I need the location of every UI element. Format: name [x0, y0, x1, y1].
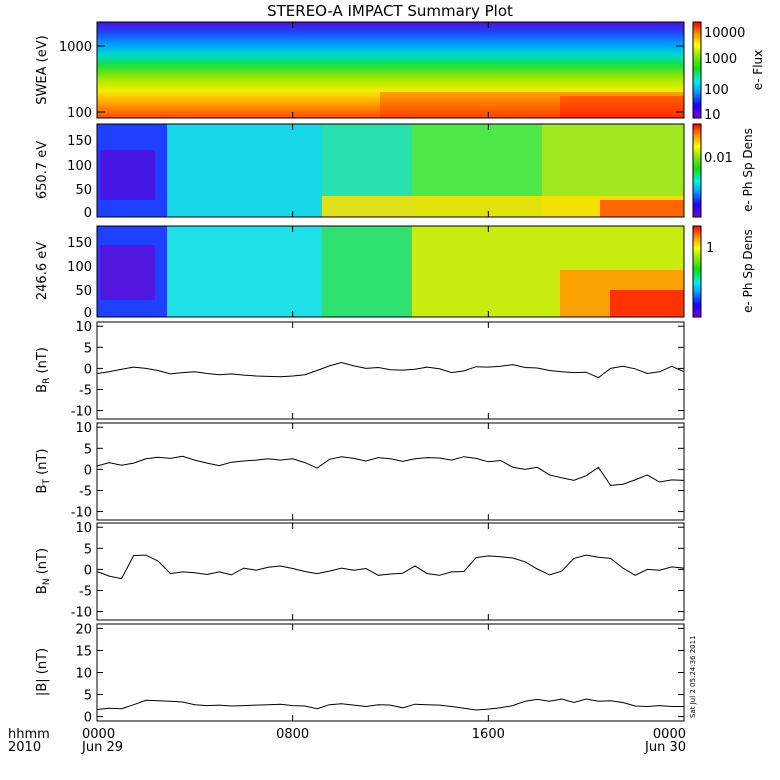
- pad246-green-interval: [322, 226, 412, 317]
- pad650-ytick-50: 50: [75, 183, 92, 198]
- swea-ytick-1000: 1000: [59, 40, 92, 55]
- x-axis-row-label-year: 2010: [8, 740, 41, 755]
- x-tick-time-label: 0000: [653, 727, 686, 742]
- x-tick-date-label: Jun 30: [644, 740, 686, 755]
- br-y-axis: -10 -5 0 5 10: [71, 320, 684, 420]
- bt-y-axis: -10 -5 0 5 10: [71, 421, 684, 521]
- x-tick-date-label: Jun 29: [81, 740, 123, 755]
- bt-panel: BT (nT) -10 -5 0 5 10: [35, 421, 685, 521]
- pad246-colorbar-tick-1: 1: [706, 241, 714, 256]
- bmag-series-line: [96, 698, 684, 711]
- swea-colorbar-tick-10000: 10000: [704, 26, 745, 41]
- pad650-ylabel: 650.7 eV: [35, 141, 50, 199]
- bn-ytick-label: -10: [71, 606, 92, 621]
- bn-y-axis: -10 -5 0 5 10: [71, 521, 684, 621]
- plot-title: STEREO-A IMPACT Summary Plot: [267, 2, 513, 20]
- bn-frame: [96, 522, 685, 621]
- bn-ylabel: BN (nT): [35, 548, 52, 594]
- pad650-heatmap: [97, 124, 684, 217]
- pad246-ytick-100: 100: [67, 260, 92, 275]
- pad650-colorbar-label: e- Ph Sp Dens: [741, 128, 755, 212]
- x-tick-time-label: 0800: [276, 727, 309, 742]
- bt-ytick-label: -5: [79, 484, 92, 499]
- pad246-colorbar: [692, 225, 702, 318]
- bt-ylabel-sub: T: [42, 479, 52, 486]
- x-axis-row-label-hhmm: hhmm: [8, 727, 50, 742]
- bmag-ytick-label: 5: [84, 689, 92, 704]
- pad650-panel: 650.7 eV 0 50 100 150 0.01 e- Ph Sp Dens: [35, 123, 755, 221]
- pad650-ytick-150: 150: [67, 134, 92, 149]
- bt-series-line: [96, 455, 685, 486]
- br-ytick-label: 5: [84, 341, 92, 356]
- bn-ytick-label: 5: [84, 542, 92, 557]
- pad246-colorbar-label: e- Ph Sp Dens: [741, 229, 755, 313]
- bmag-ytick-label: 10: [75, 667, 92, 682]
- pad650-late-hot-band: [600, 200, 684, 217]
- pad650-ytick-100: 100: [67, 159, 92, 174]
- bmag-ytick-label: 0: [84, 711, 92, 726]
- swea-frame: [96, 21, 685, 119]
- pad650-colorbar: [692, 123, 702, 218]
- pad650-colorbar-tick-0.01: 0.01: [704, 151, 733, 166]
- pad246-ytick-0: 0: [84, 306, 92, 321]
- br-ylabel-sub: R: [42, 378, 52, 384]
- br-series-line: [96, 361, 685, 379]
- swea-colorbar-tick-100: 100: [704, 83, 729, 98]
- bt-frame: [96, 422, 685, 521]
- bn-ytick-label: 0: [84, 563, 92, 578]
- br-ytick-label: 0: [84, 362, 92, 377]
- bt-ytick-label: 5: [84, 442, 92, 457]
- bt-ytick-label: 0: [84, 463, 92, 478]
- swea-panel: SWEA (eV) 100 1000 10 100 1000 10000 e- …: [35, 21, 765, 123]
- bmag-panel: |B| (nT) 0 5 10 15 20 Sat Jul 2 05:24:36 201…: [35, 622, 697, 725]
- bt-ylabel: BT (nT): [35, 449, 52, 494]
- pad650-cyan-interval: [167, 124, 322, 217]
- swea-heatmap: [97, 22, 684, 118]
- swea-ytick-100: 100: [67, 106, 92, 121]
- pad650-early-purple: [100, 150, 155, 200]
- bmag-frame: [96, 623, 685, 722]
- pad246-panel: 246.6 eV 0 50 100 150 1 e- Ph Sp Dens: [35, 225, 755, 321]
- br-ytick-label: -10: [71, 405, 92, 420]
- pad246-ytick-50: 50: [75, 284, 92, 299]
- bmag-ytick-label: 15: [75, 644, 92, 659]
- pad246-early-purple: [100, 245, 155, 300]
- br-ylabel: BR (nT): [35, 347, 52, 393]
- pad246-frame: [96, 225, 685, 318]
- swea-low-energy-enhancement: [380, 92, 684, 118]
- bt-ytick-label: -10: [71, 506, 92, 521]
- plot-timestamp: Sat Jul 2 05:24:36 2011: [689, 635, 697, 718]
- pad246-cyan-interval: [167, 226, 322, 317]
- br-ytick-label: 10: [75, 320, 92, 335]
- swea-colorbar-tick-1000: 1000: [704, 52, 737, 67]
- br-ytick-label: -5: [79, 383, 92, 398]
- swea-high-energy-enhancement: [560, 96, 684, 118]
- pad246-ytick-150: 150: [67, 236, 92, 251]
- pad246-late-red: [610, 290, 684, 317]
- pad650-ytick-0: 0: [84, 206, 92, 221]
- bn-ytick-label: 10: [75, 521, 92, 536]
- swea-ylabel: SWEA (eV): [35, 35, 50, 104]
- swea-colorbar-tick-10: 10: [704, 108, 721, 123]
- bn-series-line: [96, 554, 685, 580]
- bmag-ylabel: |B| (nT): [35, 648, 50, 696]
- pad246-ylabel: 246.6 eV: [35, 242, 50, 300]
- bn-ytick-label: -5: [79, 584, 92, 599]
- bt-ytick-label: 10: [75, 421, 92, 436]
- pad650-low-pitch-band: [322, 196, 684, 217]
- swea-colorbar-label: e- Flux: [751, 50, 765, 90]
- x-tick-time-label: 0000: [82, 727, 115, 742]
- bmag-y-axis: 0 5 10 15 20: [75, 622, 684, 726]
- swea-colorbar: [692, 21, 702, 119]
- pad246-heatmap: [97, 226, 684, 317]
- pad650-frame: [96, 123, 685, 218]
- bmag-ytick-label: 20: [75, 622, 92, 637]
- br-panel: BR (nT) -10 -5 0 5 10: [35, 320, 685, 420]
- x-tick-time-label: 1600: [472, 727, 505, 742]
- bn-panel: BN (nT) -10 -5 0 5 10: [35, 521, 685, 621]
- bn-ylabel-sub: N: [42, 578, 52, 585]
- br-frame: [96, 321, 685, 420]
